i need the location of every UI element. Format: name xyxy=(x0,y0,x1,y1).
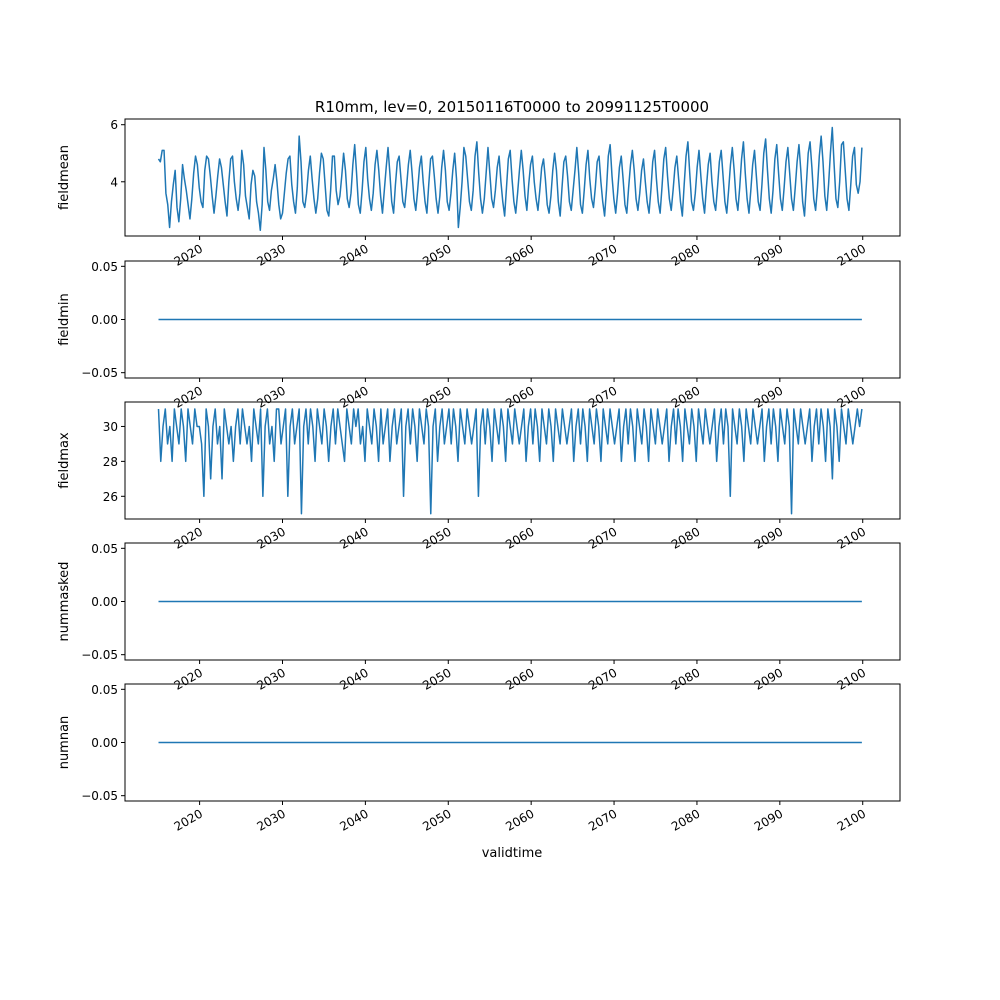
y-tick-label: 28 xyxy=(103,455,118,469)
figure-title: R10mm, lev=0, 20150116T0000 to 20991125T… xyxy=(315,98,709,116)
y-tick-label: 26 xyxy=(103,490,118,504)
y-tick-label: 0.00 xyxy=(91,313,118,327)
y-tick-label: −0.05 xyxy=(81,366,118,380)
y-tick-label: 6 xyxy=(110,118,118,132)
y-axis-label: fieldmin xyxy=(57,293,72,346)
y-tick-label: −0.05 xyxy=(81,789,118,803)
series-line-fieldmean xyxy=(157,126,863,232)
plot-frame xyxy=(124,401,901,520)
x-axis-label: validtime xyxy=(482,846,543,861)
y-tick-label: 0.05 xyxy=(91,542,118,556)
y-tick-label: 0.05 xyxy=(91,260,118,274)
y-axis-label: nummasked xyxy=(57,562,72,642)
y-tick-label: −0.05 xyxy=(81,648,118,662)
y-tick-label: 4 xyxy=(110,175,118,189)
y-tick-label: 30 xyxy=(103,420,118,434)
y-axis-label: numnan xyxy=(57,716,72,770)
y-tick-label: 0.00 xyxy=(91,595,118,609)
plot-frame xyxy=(124,118,901,237)
y-axis-label: fieldmean xyxy=(57,145,72,210)
y-axis-label: fieldmax xyxy=(57,432,72,489)
y-tick-label: 0.05 xyxy=(91,683,118,697)
y-tick-label: 0.00 xyxy=(91,736,118,750)
series-line-fieldmax xyxy=(157,408,863,515)
